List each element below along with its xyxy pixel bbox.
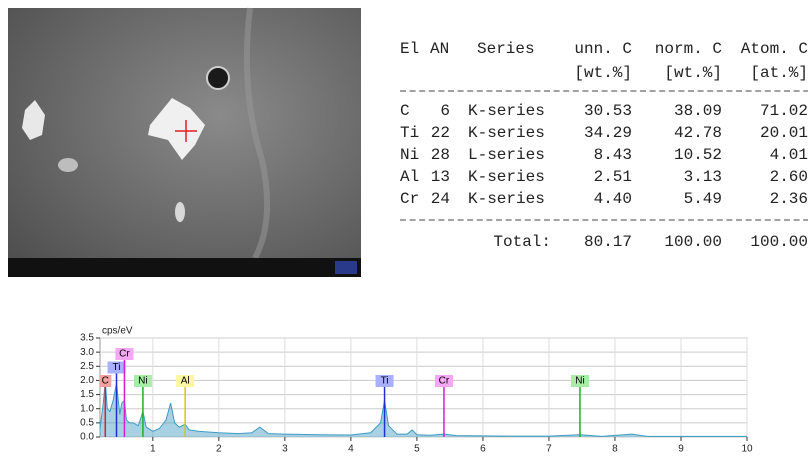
spectrum-chart: 0.0 0.5 1.0 1.5 2.0 2.5 3.0 3.5 1 2 3 4 5 6 7 8 9 10 cps/e… (80, 326, 753, 455)
table-cell: K-series (468, 190, 545, 208)
element-label: Ni (138, 376, 147, 387)
y-tick-label: 1.5 (80, 389, 94, 400)
table-cell: L-series (468, 146, 545, 164)
table-header: norm. C (655, 40, 722, 58)
element-label: Ti (113, 362, 121, 373)
table-cell: 13 (431, 168, 450, 186)
table-cell: 5.49 (684, 190, 722, 208)
plot-area (100, 338, 747, 437)
element-label: Cr (119, 349, 130, 360)
table-cell: 24 (431, 190, 450, 208)
table-cell: C (400, 102, 410, 120)
x-tick-label: 3 (282, 444, 288, 455)
x-tick-label: 1 (150, 444, 156, 455)
result-table: El AN Series unn. C norm. C Atom. C [wt.%] [wt.… (400, 40, 808, 251)
x-tick-label: 10 (741, 444, 753, 455)
element-label: Ni (575, 376, 584, 387)
table-cell: Ni (400, 146, 419, 164)
x-tick-label: 7 (546, 444, 552, 455)
table-unit: [wt.%] (664, 64, 722, 82)
x-tick-label: 4 (348, 444, 354, 455)
element-label: Al (181, 376, 190, 387)
sem-image (8, 8, 361, 277)
table-cell: 2.51 (594, 168, 632, 186)
table-header: El (400, 40, 419, 58)
y-tick-label: 1.0 (80, 403, 94, 414)
table-cell: 6 (440, 102, 450, 120)
y-axis-label: cps/eV (102, 326, 133, 337)
y-tick-label: 2.0 (80, 375, 94, 386)
table-unit: [wt.%] (574, 64, 632, 82)
element-label: Ti (381, 376, 389, 387)
total-value: 100.00 (664, 233, 722, 251)
table-unit: [at.%] (750, 64, 808, 82)
y-tick-label: 2.5 (80, 361, 94, 372)
y-tick-label: 3.5 (80, 333, 94, 344)
x-tick-label: 8 (612, 444, 618, 455)
table-cell: Al (400, 168, 419, 186)
y-tick-label: 3.0 (80, 347, 94, 358)
table-cell: K-series (468, 102, 545, 120)
element-label: Cr (439, 376, 450, 387)
table-cell: 8.43 (594, 146, 632, 164)
table-cell: 30.53 (584, 102, 632, 120)
table-header: Series (477, 40, 535, 58)
table-cell: 2.60 (770, 168, 808, 186)
total-value: 80.17 (584, 233, 632, 251)
x-tick-label: 6 (480, 444, 486, 455)
table-header: AN (430, 40, 449, 58)
table-cell: 10.52 (674, 146, 722, 164)
x-tick-label: 5 (414, 444, 420, 455)
y-tick-label: 0.0 (80, 432, 94, 443)
y-tick-label: 0.5 (80, 417, 94, 428)
table-cell: 3.13 (684, 168, 722, 186)
table-cell: 42.78 (674, 124, 722, 142)
table-cell: 34.29 (584, 124, 632, 142)
table-cell: 20.01 (760, 124, 808, 142)
x-tick-label: 2 (216, 444, 222, 455)
element-label: C (102, 376, 109, 387)
table-cell: 4.40 (594, 190, 632, 208)
screen: El AN Series unn. C norm. C Atom. C [wt.%] [wt.… (0, 0, 811, 457)
table-cell: 22 (431, 124, 450, 142)
table-cell: K-series (468, 168, 545, 186)
total-label: Total: (493, 233, 551, 251)
page: {"table": { "header": ["El", "AN", "Seri… (0, 0, 811, 457)
table-header: unn. C (574, 40, 632, 58)
table-cell: 71.02 (760, 102, 808, 120)
table-cell: K-series (468, 124, 545, 142)
table-cell: Ti (400, 124, 419, 142)
table-cell: 28 (431, 146, 450, 164)
table-header: Atom. C (741, 40, 808, 58)
table-cell: 4.01 (770, 146, 808, 164)
table-cell: 38.09 (674, 102, 722, 120)
table-cell: 2.36 (770, 190, 808, 208)
total-value: 100.00 (750, 233, 808, 251)
x-tick-label: 9 (678, 444, 684, 455)
table-cell: Cr (400, 190, 419, 208)
